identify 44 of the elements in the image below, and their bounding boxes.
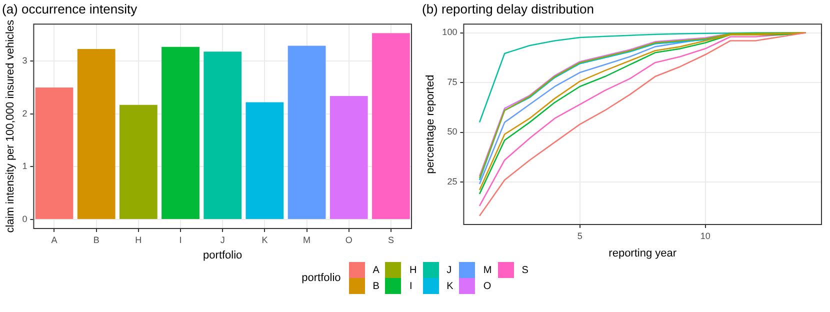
y-tick-label: 75 [447, 76, 458, 87]
y-axis-title: percentage reported [424, 74, 437, 174]
bar [246, 102, 284, 219]
legend-label: H [409, 264, 417, 276]
bar [204, 52, 242, 219]
bar [119, 104, 158, 219]
y-tick-label: 2 [22, 108, 28, 118]
chart-title: (b) reporting delay distribution [422, 1, 594, 16]
x-axis-title: portfolio [203, 249, 242, 262]
bar [162, 46, 200, 219]
y-tick-label: 0 [22, 214, 28, 224]
x-tick-label: J [220, 234, 225, 245]
x-tick-label: B [93, 234, 100, 245]
y-tick-label: 3 [22, 56, 28, 66]
y-axis-title: claim intensity per 100,000 insured vehicles [4, 19, 17, 233]
x-tick-label: K [262, 234, 268, 245]
legend-label: M [483, 264, 492, 276]
y-tick-label: 50 [447, 126, 458, 137]
legend-label: A [372, 264, 380, 276]
chart-title: (a) occurrence intensity [2, 1, 138, 16]
y-tick-label: 100 [442, 27, 458, 38]
x-tick-label: A [51, 234, 58, 245]
x-tick-label: I [179, 234, 182, 245]
x-tick-label: 10 [700, 230, 710, 241]
legend-title: portfolio [302, 272, 341, 284]
y-tick-label: 1 [22, 161, 28, 172]
x-tick-label: M [303, 234, 311, 245]
legend-label: S [522, 264, 528, 276]
x-tick-label: H [135, 234, 142, 245]
x-tick-label: O [345, 234, 352, 245]
y-tick-label: 25 [447, 176, 458, 186]
legend-label: K [446, 280, 454, 292]
legend-label: O [483, 280, 492, 292]
bar [35, 87, 74, 219]
bar [77, 48, 116, 219]
legend-label: J [446, 264, 452, 276]
legend-label: I [409, 280, 412, 292]
bar [330, 96, 368, 219]
bar [372, 33, 410, 219]
x-axis-title: reporting year [608, 247, 677, 260]
legend-label: B [372, 280, 380, 292]
bar [288, 46, 326, 219]
x-tick-label: S [388, 234, 394, 245]
x-tick-label: 5 [577, 230, 582, 241]
